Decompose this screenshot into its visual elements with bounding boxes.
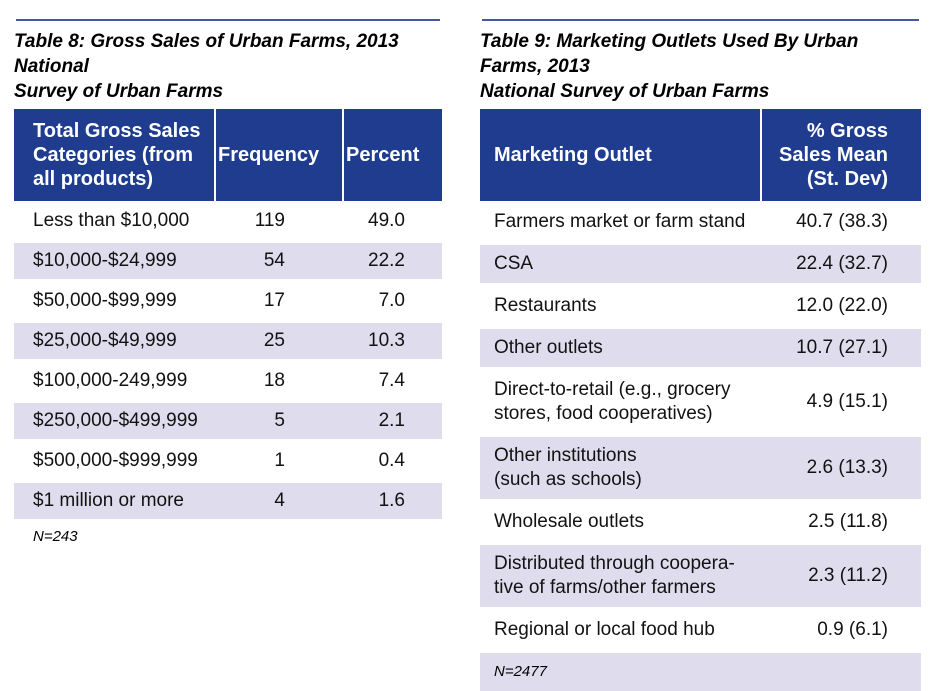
table8-header-categories: Total Gross Sales Categories (from all p… [14, 109, 214, 201]
table-row: $25,000-$49,999 25 10.3 [14, 321, 442, 361]
table-row: $500,000-$999,999 1 0.4 [14, 441, 442, 481]
table-row: $100,000-249,999 18 7.4 [14, 361, 442, 401]
table9-header-outlet: Marketing Outlet [480, 109, 760, 201]
table-row: Less than $10,000 119 49.0 [14, 201, 442, 241]
outlet-cell: Restaurants [480, 285, 760, 327]
value-cell: 12.0 (22.0) [760, 285, 921, 327]
outlet-cell: Regional or local food hub [480, 609, 760, 651]
table-row: Distributed through coopera- tive of far… [480, 543, 921, 609]
percent-cell: 7.0 [342, 281, 442, 321]
table-row: Restaurants 12.0 (22.0) [480, 285, 921, 327]
table8: Total Gross Sales Categories (from all p… [14, 109, 442, 521]
value-cell: 2.3 (11.2) [760, 543, 921, 609]
top-rule-left [16, 19, 440, 21]
table9-footnote: N=2477 [480, 651, 921, 691]
table-row: CSA 22.4 (32.7) [480, 243, 921, 285]
header-row: Total Gross Sales Categories (from all p… [14, 109, 442, 201]
value-cell: 2.6 (13.3) [760, 435, 921, 501]
frequency-cell: 119 [214, 201, 342, 241]
outlet-cell: CSA [480, 243, 760, 285]
frequency-cell: 18 [214, 361, 342, 401]
table-row: Other institutions (such as schools) 2.6… [480, 435, 921, 501]
table8-footnote: N=243 [33, 528, 78, 545]
outlet-cell: Farmers market or farm stand [480, 201, 760, 243]
table-row: $1 million or more 4 1.6 [14, 481, 442, 521]
table-row: $50,000-$99,999 17 7.0 [14, 281, 442, 321]
category-cell: $100,000-249,999 [14, 361, 214, 401]
table8-header-percent: Percent [342, 109, 442, 201]
table8-body: Less than $10,000 119 49.0 $10,000-$24,9… [14, 201, 442, 521]
percent-cell: 0.4 [342, 441, 442, 481]
category-cell: $1 million or more [14, 481, 214, 521]
table8-header: Total Gross Sales Categories (from all p… [14, 109, 442, 201]
table9-footnote-row: N=2477 [480, 651, 921, 691]
frequency-cell: 54 [214, 241, 342, 281]
percent-cell: 22.2 [342, 241, 442, 281]
frequency-cell: 4 [214, 481, 342, 521]
category-cell: $500,000-$999,999 [14, 441, 214, 481]
table8-title: Table 8: Gross Sales of Urban Farms, 201… [14, 31, 399, 102]
percent-cell: 1.6 [342, 481, 442, 521]
value-cell: 22.4 (32.7) [760, 243, 921, 285]
table9-section: Table 9: Marketing Outlets Used By Urban… [480, 0, 921, 691]
category-cell: Less than $10,000 [14, 201, 214, 241]
percent-cell: 49.0 [342, 201, 442, 241]
table9-title: Table 9: Marketing Outlets Used By Urban… [480, 31, 859, 102]
outlet-cell: Other institutions (such as schools) [480, 435, 760, 501]
table-row: Wholesale outlets 2.5 (11.8) [480, 501, 921, 543]
table-row: $10,000-$24,999 54 22.2 [14, 241, 442, 281]
category-cell: $10,000-$24,999 [14, 241, 214, 281]
value-cell: 0.9 (6.1) [760, 609, 921, 651]
outlet-cell: Wholesale outlets [480, 501, 760, 543]
frequency-cell: 25 [214, 321, 342, 361]
percent-cell: 2.1 [342, 401, 442, 441]
category-cell: $250,000-$499,999 [14, 401, 214, 441]
table-row: Farmers market or farm stand 40.7 (38.3) [480, 201, 921, 243]
table9-body: Farmers market or farm stand 40.7 (38.3)… [480, 201, 921, 691]
value-cell: 40.7 (38.3) [760, 201, 921, 243]
table-row: $250,000-$499,999 5 2.1 [14, 401, 442, 441]
value-cell: 10.7 (27.1) [760, 327, 921, 369]
table8-header-frequency: Frequency [214, 109, 342, 201]
outlet-cell: Direct-to-retail (e.g., grocery stores, … [480, 369, 760, 435]
table-row: Regional or local food hub 0.9 (6.1) [480, 609, 921, 651]
value-cell: 2.5 (11.8) [760, 501, 921, 543]
frequency-cell: 1 [214, 441, 342, 481]
table9-header-gross-sales-mean: % Gross Sales Mean (St. Dev) [760, 109, 921, 201]
category-cell: $50,000-$99,999 [14, 281, 214, 321]
percent-cell: 7.4 [342, 361, 442, 401]
value-cell: 4.9 (15.1) [760, 369, 921, 435]
top-rule-right [482, 19, 919, 21]
table8-section: Table 8: Gross Sales of Urban Farms, 201… [14, 0, 442, 545]
frequency-cell: 17 [214, 281, 342, 321]
outlet-cell: Other outlets [480, 327, 760, 369]
table-row: Other outlets 10.7 (27.1) [480, 327, 921, 369]
header-row: Marketing Outlet % Gross Sales Mean (St.… [480, 109, 921, 201]
table9: Marketing Outlet % Gross Sales Mean (St.… [480, 109, 921, 691]
category-cell: $25,000-$49,999 [14, 321, 214, 361]
table9-header: Marketing Outlet % Gross Sales Mean (St.… [480, 109, 921, 201]
frequency-cell: 5 [214, 401, 342, 441]
outlet-cell: Distributed through coopera- tive of far… [480, 543, 760, 609]
percent-cell: 10.3 [342, 321, 442, 361]
table-row: Direct-to-retail (e.g., grocery stores, … [480, 369, 921, 435]
